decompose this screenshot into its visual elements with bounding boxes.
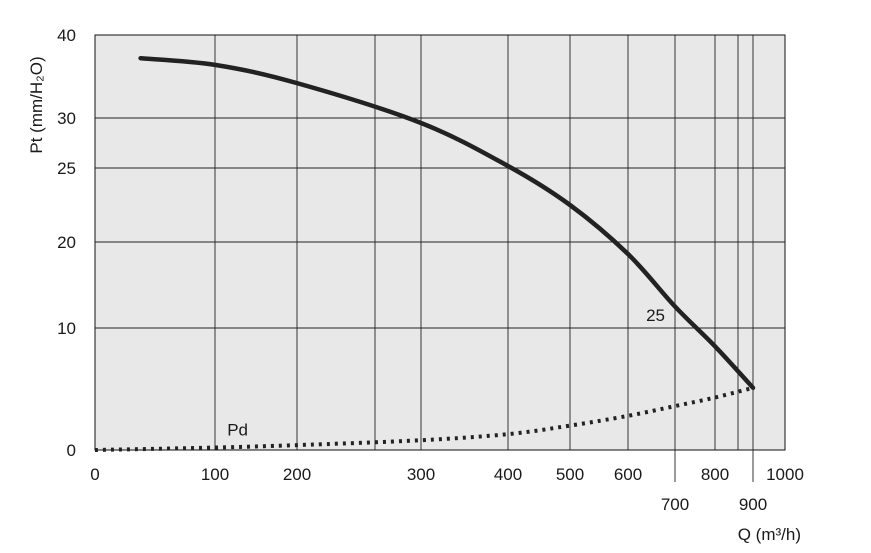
y-axis-ticks: 0 10 20 25 30 40 — [57, 26, 76, 460]
series-annotation: 25 — [646, 306, 665, 325]
y-tick-label: 30 — [57, 109, 76, 128]
x-tick-label: 200 — [283, 465, 311, 484]
x-tick-label: 800 — [701, 465, 729, 484]
y-tick-label: 20 — [57, 233, 76, 252]
x-tick-label: 500 — [556, 465, 584, 484]
series-25-solid-line — [138, 55, 756, 391]
x-tick-label: 300 — [407, 465, 435, 484]
y-tick-label: 0 — [67, 441, 76, 460]
x-tick-label: 400 — [494, 465, 522, 484]
x-tick-label: 100 — [201, 465, 229, 484]
series-group — [94, 55, 756, 452]
y-tick-label: 25 — [57, 159, 76, 178]
x-tick-label: 0 — [90, 465, 99, 484]
grid-lines — [95, 35, 785, 450]
x-axis-label: Q (m³/h) — [738, 525, 801, 544]
y-axis-label: Pt (mm/H₂O) — [27, 56, 46, 153]
y-tick-label: 40 — [57, 26, 76, 45]
x-tick-label: 600 — [614, 465, 642, 484]
series-pd-dotted-line — [94, 385, 754, 452]
series-annotation: Pd — [227, 420, 248, 439]
x-tick-label: 700 — [661, 495, 689, 514]
x-tick-label: 1000 — [766, 465, 804, 484]
x-tick-label: 900 — [739, 495, 767, 514]
y-tick-label: 10 — [57, 319, 76, 338]
plot-area — [94, 34, 786, 451]
x-axis-ticks: 0 100 200 300 400 500 600 700 800 900 1000 — [90, 450, 804, 514]
annotations: 25 Pd — [227, 306, 665, 439]
